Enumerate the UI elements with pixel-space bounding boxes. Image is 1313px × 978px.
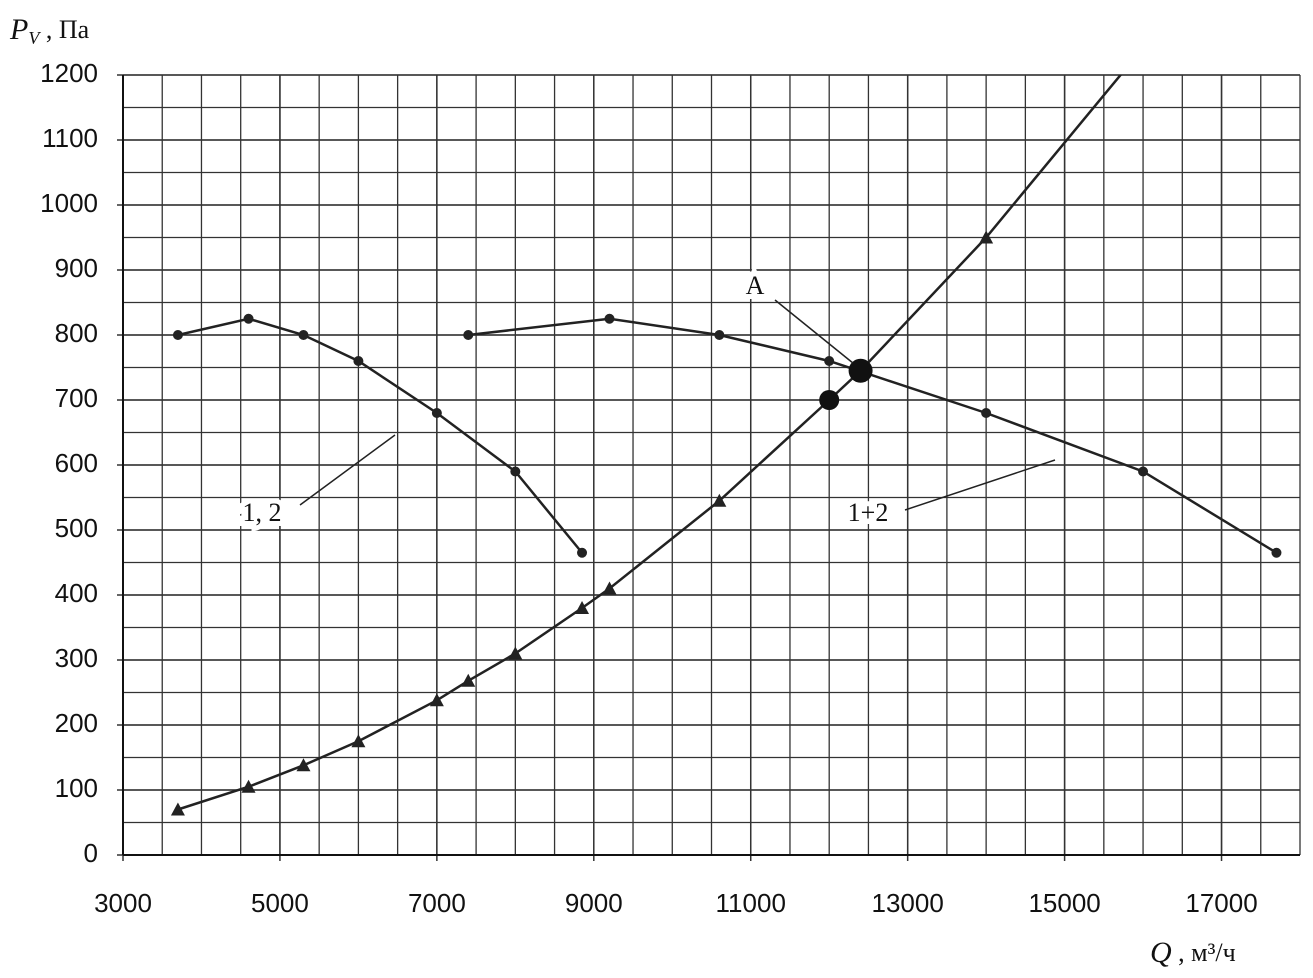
marker [298,330,309,340]
y-tick-label: 300 [55,643,98,673]
y-label-subscript: V [28,28,41,48]
x-tick-label: 17000 [1185,888,1257,918]
point-label: A [746,271,765,300]
marker [510,466,521,477]
x-tick-label: 11000 [716,888,786,918]
marker [714,330,725,340]
y-tick-label: 0 [84,838,98,868]
x-tick-label: 3000 [94,888,152,918]
marker [351,734,366,748]
marker [577,547,588,558]
x-tick-label: 5000 [251,888,309,918]
leader-line [904,459,1056,511]
marker [463,330,474,340]
series-label: 1, 2 [243,498,282,527]
operating-point [819,390,840,410]
marker [243,313,254,324]
x-tick-label: 9000 [565,888,623,918]
marker [1124,55,1138,68]
marker [1138,466,1149,477]
marker [604,313,615,324]
marker [824,356,835,366]
leader-line [774,299,854,364]
x-tick-label: 15000 [1028,888,1100,918]
y-tick-label: 500 [55,513,98,543]
marker [431,408,442,418]
x-label-symbol: Q [1150,936,1172,969]
marker [979,230,994,244]
y-tick-label: 1000 [40,188,98,218]
operating-point [848,358,873,383]
y-label-symbol: P [9,13,28,46]
series-line [177,75,1123,811]
y-tick-label: 1200 [40,58,98,88]
marker [1271,547,1282,558]
y-tick-label: 700 [55,383,98,413]
marker [353,356,364,366]
x-tick-label: 7000 [408,888,466,918]
y-tick-label: 900 [55,253,98,283]
marker [712,493,727,507]
y-tick-label: 100 [55,773,98,803]
y-tick-label: 400 [55,578,98,608]
y-tick-label: 800 [55,318,98,348]
x-tick-label: 13000 [872,888,944,918]
marker [296,758,311,772]
marker [508,646,523,660]
marker [429,693,444,707]
x-label-unit: , м³/ч [1172,938,1236,967]
y-tick-label: 200 [55,708,98,738]
marker [461,673,476,687]
marker [602,581,617,595]
y-axis-label: PV , Па [9,13,90,48]
marker [241,779,256,793]
series-line [177,317,583,554]
plot-area [170,55,1282,816]
leader-line [299,434,396,506]
series-label: 1+2 [848,498,889,527]
marker [172,330,183,340]
marker [575,601,590,614]
marker [981,408,992,418]
y-tick-label: 1100 [42,123,98,153]
y-tick-label: 600 [55,448,98,478]
marker [170,802,185,816]
x-axis-label: Q , м³/ч [1150,936,1236,969]
y-label-unit: , Па [39,15,89,44]
